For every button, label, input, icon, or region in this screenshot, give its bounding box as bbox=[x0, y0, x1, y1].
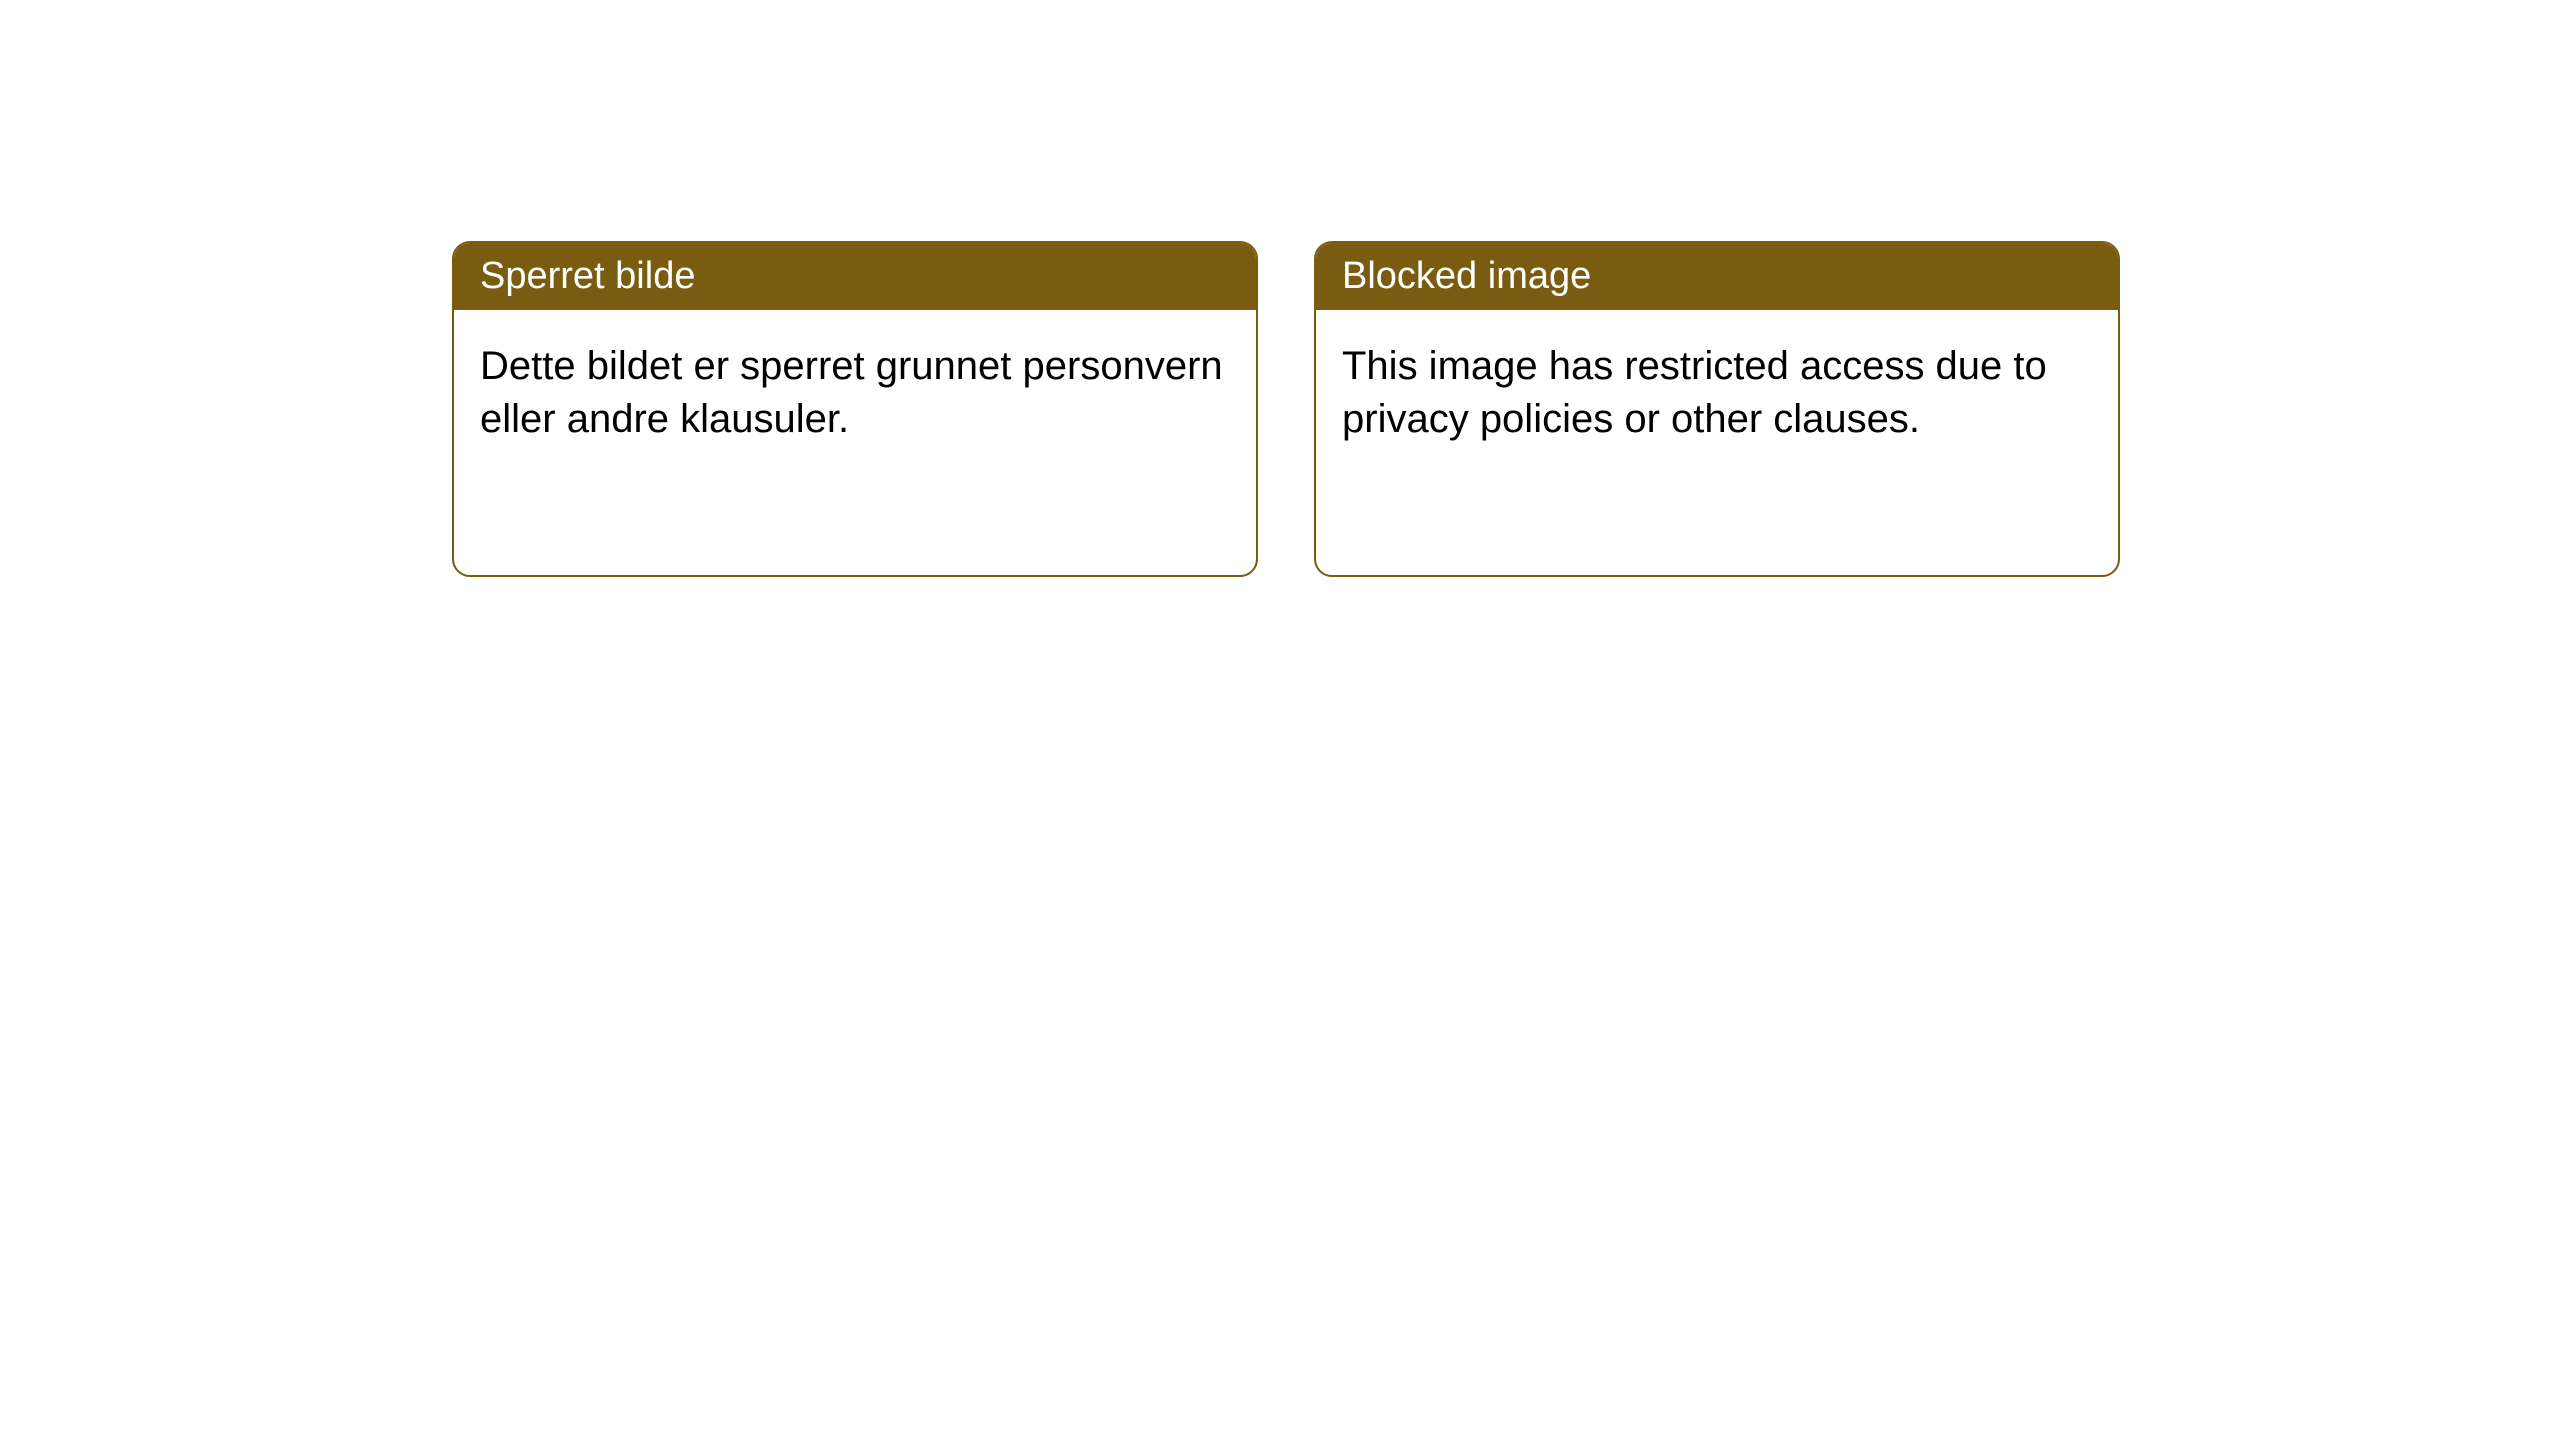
notice-card-norwegian: Sperret bilde Dette bildet er sperret gr… bbox=[452, 241, 1258, 577]
notice-header: Sperret bilde bbox=[454, 243, 1256, 310]
notice-header: Blocked image bbox=[1316, 243, 2118, 310]
notice-card-english: Blocked image This image has restricted … bbox=[1314, 241, 2120, 577]
notice-container: Sperret bilde Dette bildet er sperret gr… bbox=[0, 0, 2560, 577]
notice-body: This image has restricted access due to … bbox=[1316, 310, 2118, 476]
notice-body: Dette bildet er sperret grunnet personve… bbox=[454, 310, 1256, 476]
